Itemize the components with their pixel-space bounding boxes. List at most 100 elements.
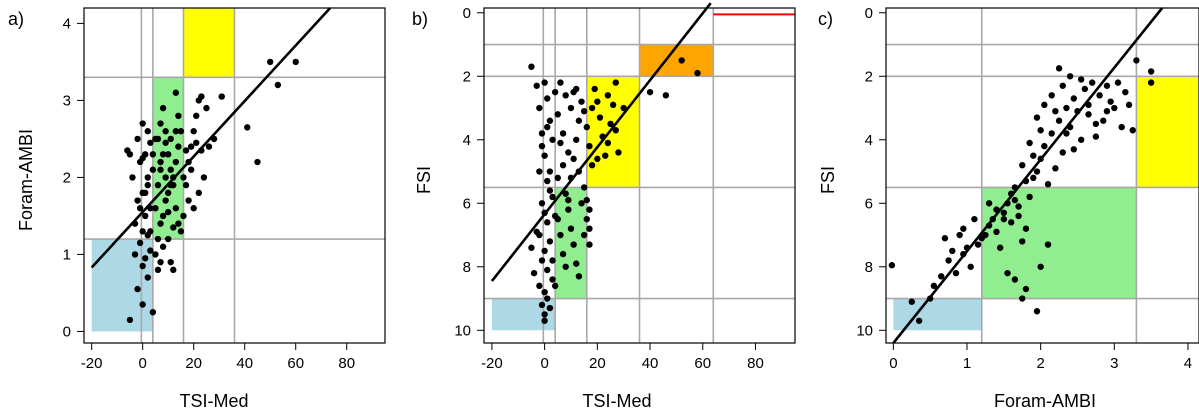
data-point [915, 317, 923, 324]
data-point [190, 128, 197, 135]
data-point [1081, 85, 1089, 93]
data-point [583, 123, 590, 131]
data-point [142, 255, 149, 262]
data-point [1000, 215, 1008, 223]
data-point [1041, 101, 1048, 109]
data-point [583, 196, 590, 204]
data-point [1092, 133, 1100, 140]
category-region [1136, 76, 1199, 188]
data-point [551, 212, 559, 220]
data-point [570, 155, 577, 163]
data-point [1055, 65, 1063, 72]
data-point [195, 189, 202, 197]
data-point [172, 89, 180, 96]
data-point [583, 215, 590, 223]
data-point [147, 228, 154, 235]
data-point [544, 177, 551, 185]
category-region [91, 239, 153, 332]
data-point [1044, 241, 1052, 248]
data-point [554, 111, 561, 118]
data-point [1048, 130, 1055, 137]
x-tick-label: 0 [138, 355, 146, 372]
regression-line [490, 2, 712, 282]
data-point [941, 235, 949, 242]
x-tick-label: 1 [963, 355, 971, 372]
data-point [536, 282, 543, 290]
regression-line [90, 7, 332, 269]
data-point [594, 155, 601, 163]
data-point [544, 266, 551, 274]
data-point [154, 235, 162, 243]
y-tick-label: 8 [463, 259, 471, 276]
data-point [1129, 127, 1136, 134]
data-point [580, 107, 588, 115]
data-point [544, 123, 551, 131]
data-point [930, 282, 938, 290]
y-tick-label: 8 [865, 259, 873, 276]
data-point [982, 231, 989, 239]
data-point [177, 228, 185, 235]
data-point [888, 262, 896, 269]
panel-a-letter: a) [8, 9, 24, 29]
data-point [1055, 117, 1063, 124]
y-tick-label: 0 [865, 5, 873, 22]
data-point [218, 93, 225, 100]
panel-a-xlabel: TSI-Med [179, 391, 248, 411]
data-point [575, 273, 583, 280]
data-point [175, 112, 182, 120]
data-point [159, 104, 167, 112]
panel-a-ylabel: Foram-AMBI [16, 129, 36, 231]
data-point [546, 168, 554, 175]
data-point [554, 174, 561, 182]
data-point [139, 262, 146, 270]
data-point [1033, 114, 1041, 121]
data-point [152, 135, 159, 143]
y-tick-label: 2 [63, 169, 71, 186]
data-point [1033, 168, 1041, 175]
data-point [177, 128, 185, 135]
data-point [546, 117, 554, 124]
data-point [549, 257, 556, 264]
data-point [157, 166, 164, 173]
data-point [536, 168, 543, 175]
data-point [154, 266, 162, 274]
data-point [538, 130, 546, 137]
data-point [604, 92, 612, 99]
data-point [956, 231, 963, 239]
data-point [131, 251, 139, 258]
data-point [187, 166, 195, 173]
data-point [538, 200, 546, 207]
data-point [967, 263, 974, 270]
data-point [1118, 123, 1125, 131]
data-point [182, 147, 190, 154]
data-point [1019, 238, 1026, 245]
data-point [1011, 276, 1019, 283]
data-point [1107, 98, 1114, 105]
data-point [591, 85, 598, 93]
x-tick-label: 20 [185, 355, 202, 372]
data-point [124, 147, 131, 154]
data-point [573, 260, 580, 267]
data-point [557, 139, 564, 147]
data-point [167, 135, 174, 143]
data-point [1044, 181, 1052, 188]
data-point [588, 104, 596, 112]
data-point [559, 130, 567, 137]
data-point [203, 104, 210, 112]
data-point [678, 57, 685, 64]
panel-c: 0 1 2 3 4 0 2 4 6 8 10 c) Foram-AMBI FSI [818, 5, 1199, 411]
data-point [562, 92, 569, 99]
x-tick-label: 40 [642, 355, 659, 372]
data-point [974, 241, 982, 248]
data-point [1070, 146, 1078, 153]
data-point [1111, 104, 1118, 112]
data-point [139, 120, 146, 127]
data-point [533, 82, 540, 89]
category-region [183, 8, 235, 78]
data-point [134, 197, 141, 204]
data-point [157, 120, 164, 127]
data-point [1147, 79, 1155, 86]
data-point [136, 205, 144, 212]
data-point [170, 266, 177, 274]
y-tick-label: 10 [454, 322, 471, 339]
